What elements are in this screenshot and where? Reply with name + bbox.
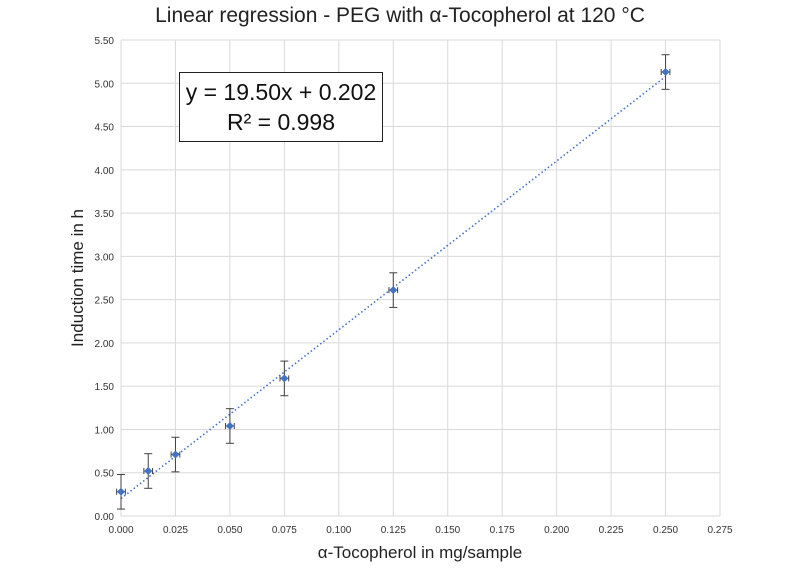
x-tick-label: 0.075 (272, 525, 297, 536)
y-tick-label: 3.50 (95, 209, 115, 220)
data-point (144, 466, 153, 476)
data-point (171, 450, 180, 459)
y-axis-label: Induction time in h (68, 209, 87, 347)
y-tick-label: 0.50 (95, 469, 115, 480)
data-point (116, 487, 126, 496)
regression-equation: y = 19.50x + 0.202 (185, 79, 377, 105)
data-point (661, 67, 670, 77)
x-tick-label: 0.225 (599, 525, 624, 536)
y-tick-label: 4.50 (95, 123, 115, 134)
y-tick-label: 3.00 (95, 252, 115, 263)
x-tick-label: 0.275 (707, 525, 732, 536)
y-tick-label: 5.50 (95, 36, 115, 47)
chart-title: Linear regression - PEG with α-Tocophero… (155, 4, 645, 27)
y-tick-label: 1.00 (95, 425, 115, 436)
data-point (389, 286, 398, 295)
y-tick-label: 4.00 (95, 166, 115, 177)
x-tick-label: 0.175 (490, 525, 515, 536)
y-tick-label: 2.50 (95, 296, 115, 307)
data-point (225, 421, 234, 431)
regression-equation-box: y = 19.50x + 0.202 R² = 0.998 (179, 72, 383, 142)
y-tick-label: 2.00 (95, 339, 115, 350)
x-tick-label: 0.050 (217, 525, 242, 536)
y-tick-label: 5.00 (95, 79, 115, 90)
x-tick-label: 0.150 (435, 525, 460, 536)
x-tick-label: 0.250 (653, 525, 678, 536)
data-point (280, 374, 289, 383)
x-tick-label: 0.025 (163, 525, 188, 536)
x-tick-label: 0.100 (326, 525, 351, 536)
x-tick-label: 0.125 (381, 525, 406, 536)
r-squared-value: R² = 0.998 (226, 109, 336, 135)
x-tick-label: 0.000 (108, 525, 133, 536)
y-tick-label: 1.50 (95, 382, 115, 393)
x-axis-label: α-Tocopherol in mg/sample (317, 543, 523, 562)
y-tick-label: 0.00 (95, 512, 115, 523)
x-tick-label: 0.200 (544, 525, 569, 536)
